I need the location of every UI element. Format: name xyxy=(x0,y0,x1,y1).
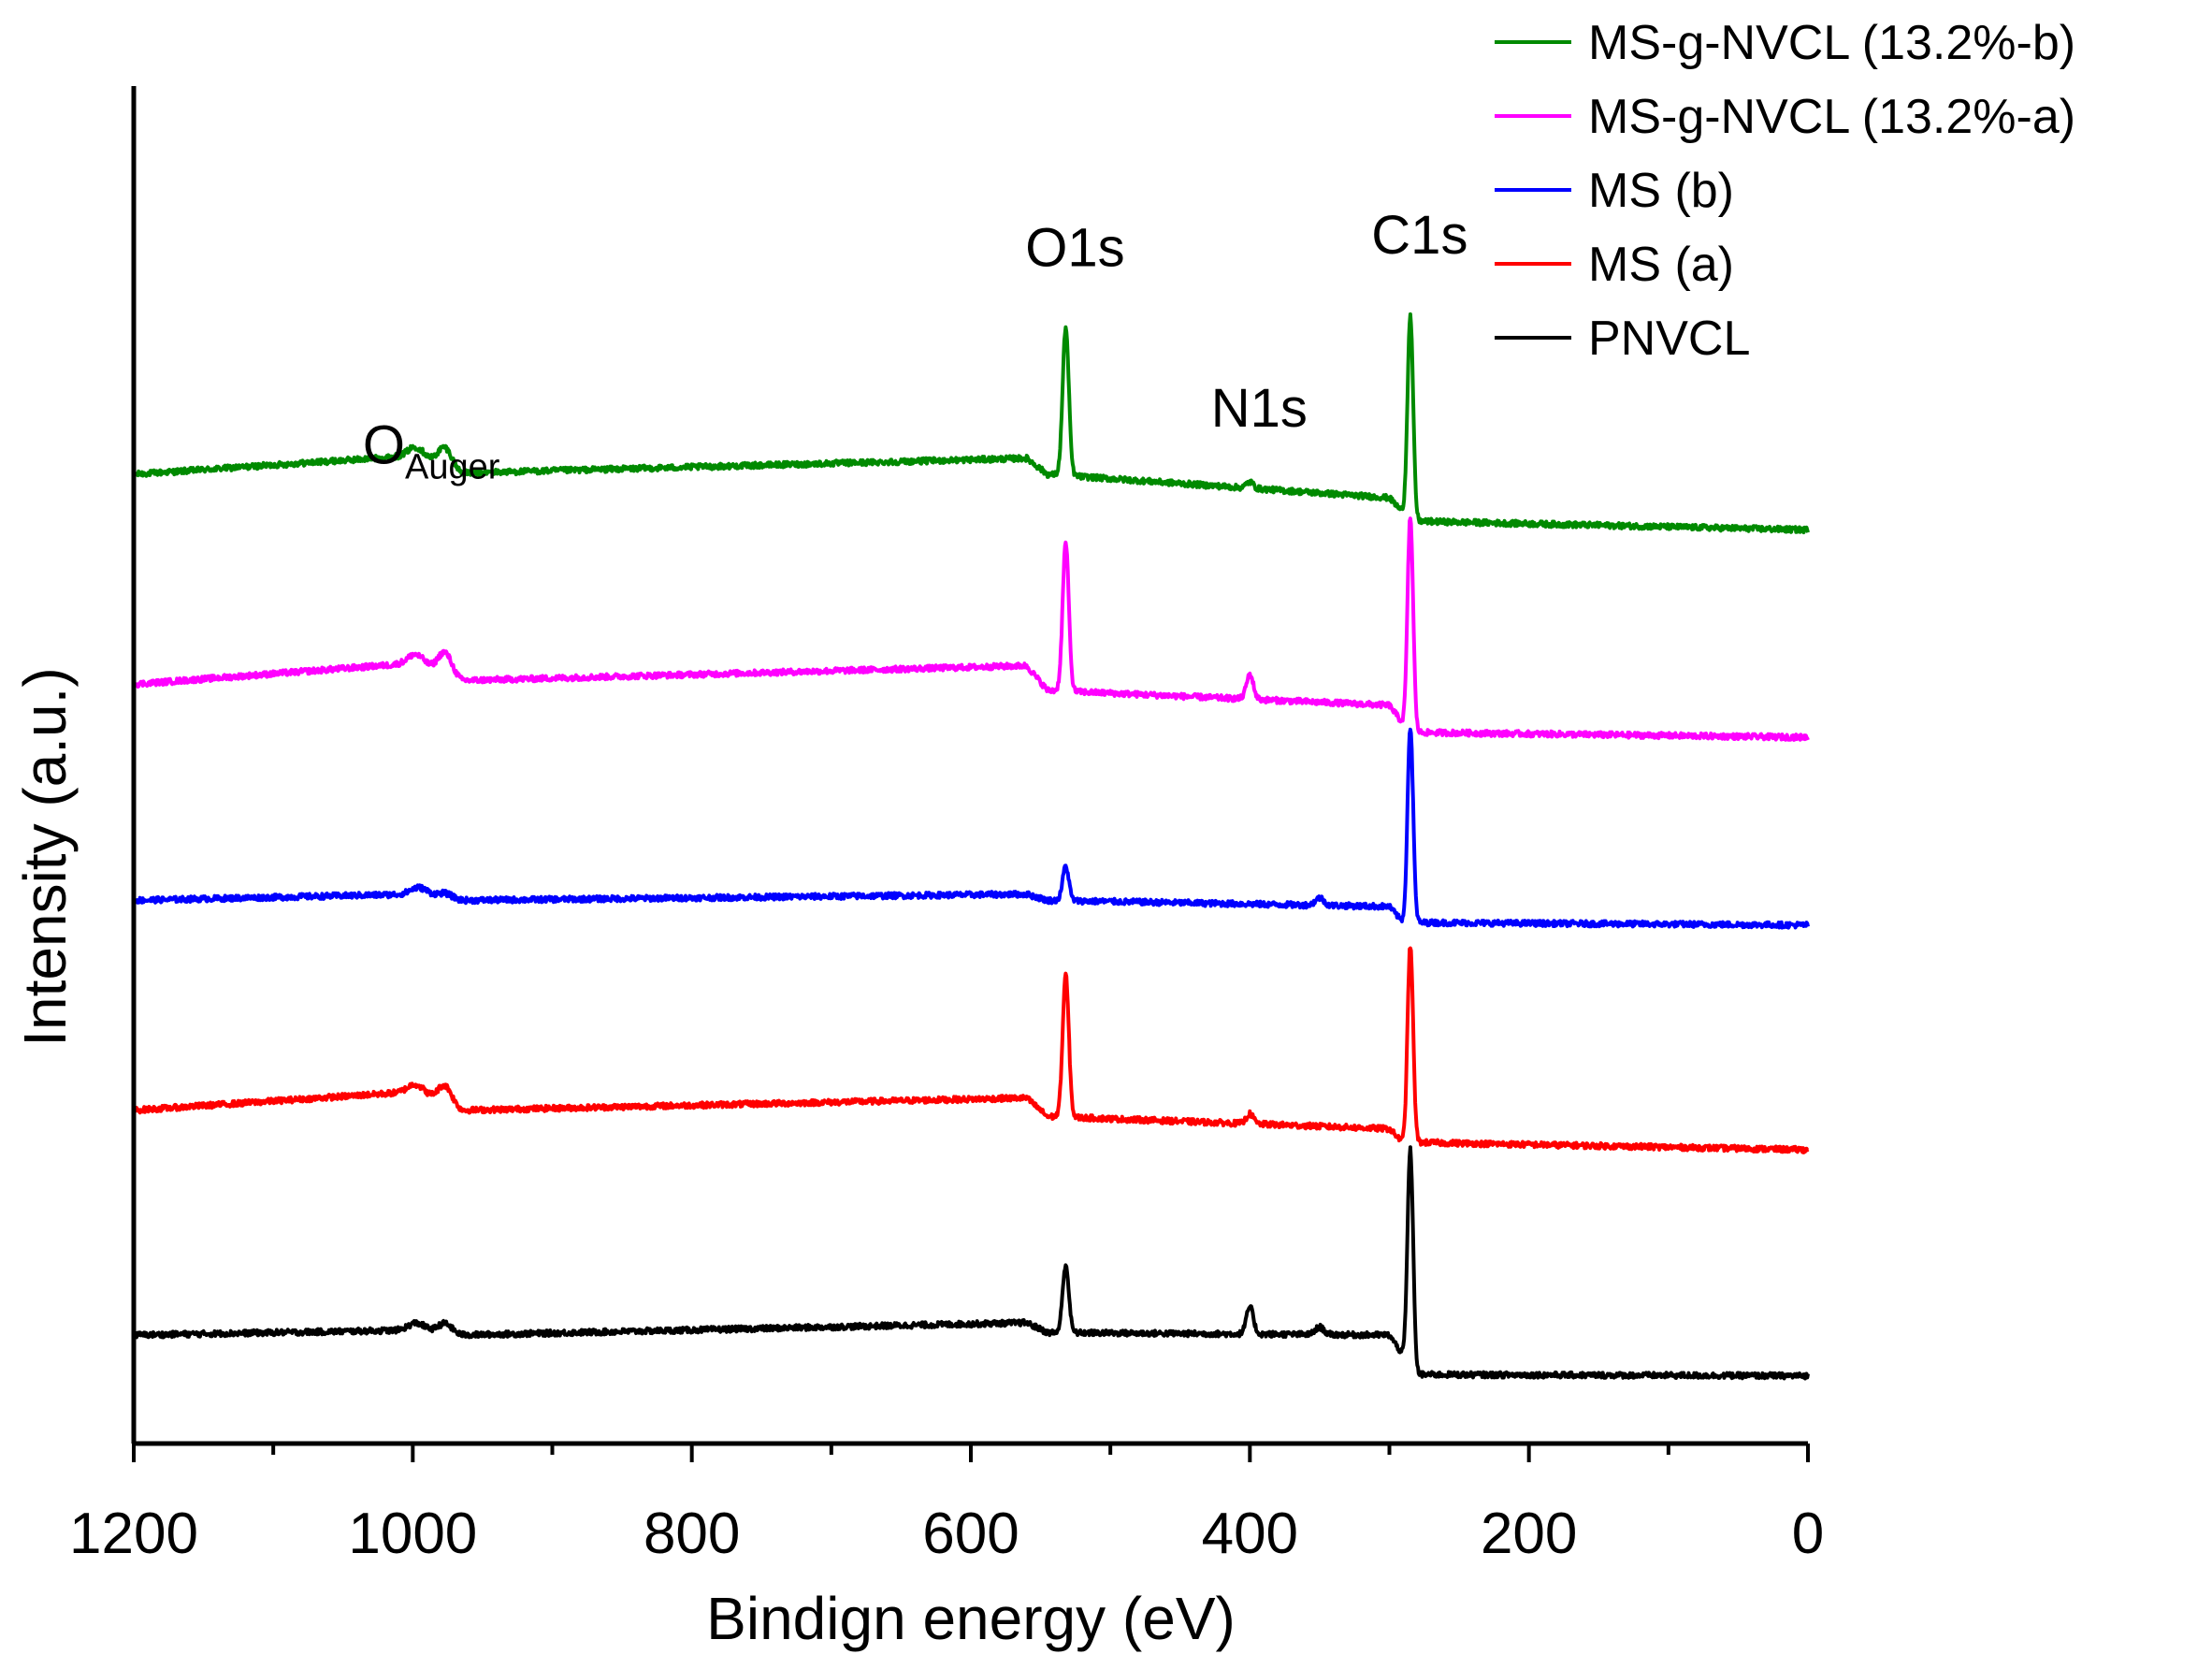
x-axis-ticks xyxy=(132,1444,1810,1462)
annotation-o-auger: OAuger xyxy=(363,415,500,487)
series-line-ms-g-nvcl-13-2-a xyxy=(132,516,1810,742)
series-line-ms-a xyxy=(132,946,1810,1154)
x-axis-tick-labels: 1200 1000 800 600 400 200 0 xyxy=(69,1502,1824,1566)
legend: MS-g-NVCL (13.2%-b) MS-g-NVCL (13.2%-a) MS… xyxy=(1495,16,2075,366)
legend-label: MS-g-NVCL (13.2%-b) xyxy=(1588,16,2075,70)
x-tick-label-800: 800 xyxy=(643,1502,740,1566)
annotation-o-auger-subscript: Auger xyxy=(405,448,500,487)
annotation-o1s-text: O1s xyxy=(1025,217,1124,278)
legend-item-pnvcl: PNVCL xyxy=(1495,312,1750,366)
series-line-ms-b xyxy=(132,727,1810,930)
legend-item-ms-g-nvcl-13-2-b: MS-g-NVCL (13.2%-b) xyxy=(1495,16,2075,70)
legend-label: PNVCL xyxy=(1588,312,1750,366)
x-tick-label-0: 0 xyxy=(1792,1502,1824,1566)
y-axis-title: Intensity (a.u.) xyxy=(11,667,79,1047)
annotation-o1s: O1s xyxy=(1025,217,1124,278)
annotation-c1s-text: C1s xyxy=(1371,205,1467,266)
x-tick-label-1200: 1200 xyxy=(69,1502,198,1566)
legend-label: MS-g-NVCL (13.2%-a) xyxy=(1588,90,2075,144)
annotation-n1s: N1s xyxy=(1211,378,1308,439)
x-axis-title: Bindign energy (eV) xyxy=(706,1585,1236,1652)
legend-label: MS (a) xyxy=(1588,238,1734,292)
x-tick-label-1000: 1000 xyxy=(348,1502,477,1566)
legend-item-ms-a: MS (a) xyxy=(1495,238,1734,292)
x-tick-label-400: 400 xyxy=(1202,1502,1298,1566)
legend-label: MS (b) xyxy=(1588,164,1734,218)
peak-annotations: OAuger O1s N1s C1s xyxy=(363,205,1468,486)
annotation-n1s-text: N1s xyxy=(1211,378,1308,439)
x-tick-label-600: 600 xyxy=(922,1502,1019,1566)
series-line-ms-g-nvcl-13-2-b xyxy=(132,312,1810,535)
annotation-o-auger-text: O xyxy=(363,415,405,476)
legend-item-ms-g-nvcl-13-2-a: MS-g-NVCL (13.2%-a) xyxy=(1495,90,2075,144)
annotation-c1s: C1s xyxy=(1371,205,1467,266)
plot-series-group xyxy=(132,312,1810,1381)
series-line-pnvcl xyxy=(132,1145,1810,1381)
legend-item-ms-b: MS (b) xyxy=(1495,164,1734,218)
x-tick-label-200: 200 xyxy=(1481,1502,1577,1566)
